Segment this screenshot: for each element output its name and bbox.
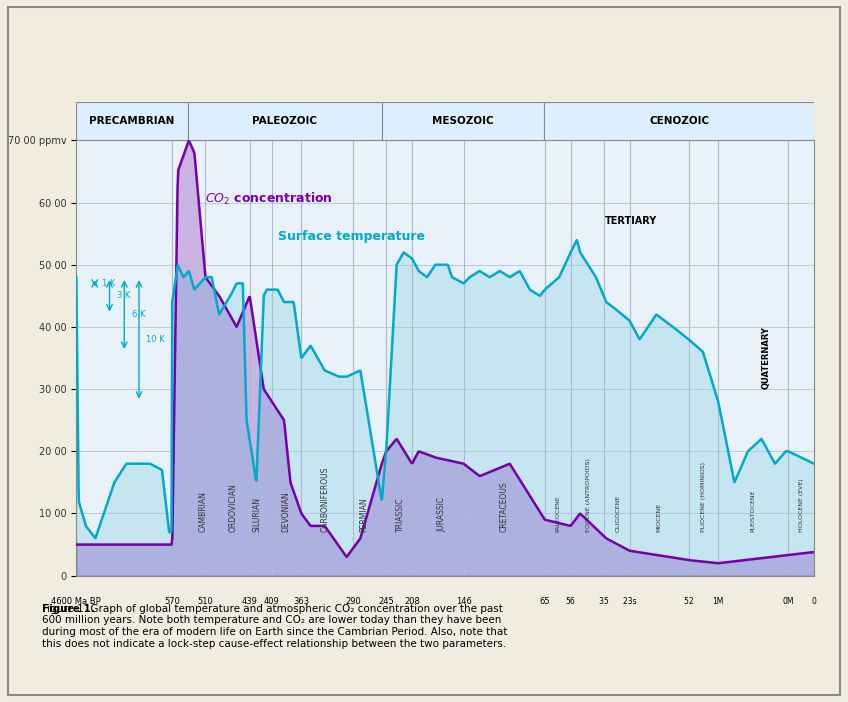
Text: MESOZOIC: MESOZOIC xyxy=(432,116,494,126)
Text: 363: 363 xyxy=(293,597,310,607)
Text: ORDOVICIAN: ORDOVICIAN xyxy=(228,483,237,532)
Text: CAMBRIAN: CAMBRIAN xyxy=(199,491,208,532)
Text: MIOCENE: MIOCENE xyxy=(656,503,661,532)
Text: ​35: ​35 xyxy=(599,597,609,607)
Text: Surface temperature: Surface temperature xyxy=(277,230,425,243)
Text: ​23s: ​23s xyxy=(622,597,637,607)
Bar xyxy=(76,102,187,140)
Text: 0M: 0M xyxy=(783,597,794,607)
Text: 510: 510 xyxy=(198,597,214,607)
Text: Figure 1.: Figure 1. xyxy=(42,604,95,614)
Text: HOLOCENE (EVE): HOLOCENE (EVE) xyxy=(799,479,804,532)
Text: CARBONIFEROUS: CARBONIFEROUS xyxy=(321,467,330,532)
Text: JURASSIC: JURASSIC xyxy=(437,497,446,532)
Text: 146: 146 xyxy=(455,597,471,607)
Text: TRIASSIC: TRIASSIC xyxy=(396,498,404,532)
Text: 3 K: 3 K xyxy=(117,291,131,300)
Text: 1M: 1M xyxy=(712,597,724,607)
Text: PLEISTOCENE: PLEISTOCENE xyxy=(750,489,756,532)
Text: 570: 570 xyxy=(165,597,180,607)
Text: CENOZOIC: CENOZOIC xyxy=(649,116,709,126)
Text: 409: 409 xyxy=(264,597,280,607)
Text: 10 K: 10 K xyxy=(147,335,165,344)
Bar xyxy=(544,102,814,140)
Text: DEVONIAN: DEVONIAN xyxy=(281,491,290,532)
Text: 1 K: 1 K xyxy=(102,279,115,288)
Text: QUATERNARY: QUATERNARY xyxy=(762,326,771,390)
Text: 5​2: 5​2 xyxy=(683,597,694,607)
Text: $CO_2$ concentration: $CO_2$ concentration xyxy=(205,190,333,206)
Text: OLIGOCENE: OLIGOCENE xyxy=(616,495,621,532)
Text: CRETACEOUS: CRETACEOUS xyxy=(499,482,509,532)
Bar xyxy=(187,102,382,140)
Text: PERMIAN: PERMIAN xyxy=(360,498,369,532)
Text: TERTIARY: TERTIARY xyxy=(605,216,657,226)
Bar xyxy=(382,102,544,140)
Text: EOCENE (ANTROPOIDS): EOCENE (ANTROPOIDS) xyxy=(586,458,591,532)
Text: PALEOCENE: PALEOCENE xyxy=(555,496,561,532)
Text: 6 K: 6 K xyxy=(131,310,145,319)
Text: PLIOCENE (HOMINIDS): PLIOCENE (HOMINIDS) xyxy=(701,462,706,532)
Text: PRECAMBRIAN: PRECAMBRIAN xyxy=(89,116,175,126)
Text: 65: 65 xyxy=(539,597,550,607)
Text: PALEOZOIC: PALEOZOIC xyxy=(252,116,317,126)
Text: Figure 1. Graph of global temperature and atmospheric CO₂ concentration over the: Figure 1. Graph of global temperature an… xyxy=(42,604,508,649)
Text: 208: 208 xyxy=(404,597,420,607)
Text: 245: 245 xyxy=(378,597,394,607)
Text: 439: 439 xyxy=(242,597,258,607)
Text: 0: 0 xyxy=(812,597,817,607)
Text: 56: 56 xyxy=(566,597,576,607)
Text: SILURIAN: SILURIAN xyxy=(252,497,261,532)
Text: 290: 290 xyxy=(345,597,361,607)
Text: 4600 Ma BP: 4600 Ma BP xyxy=(52,597,101,607)
